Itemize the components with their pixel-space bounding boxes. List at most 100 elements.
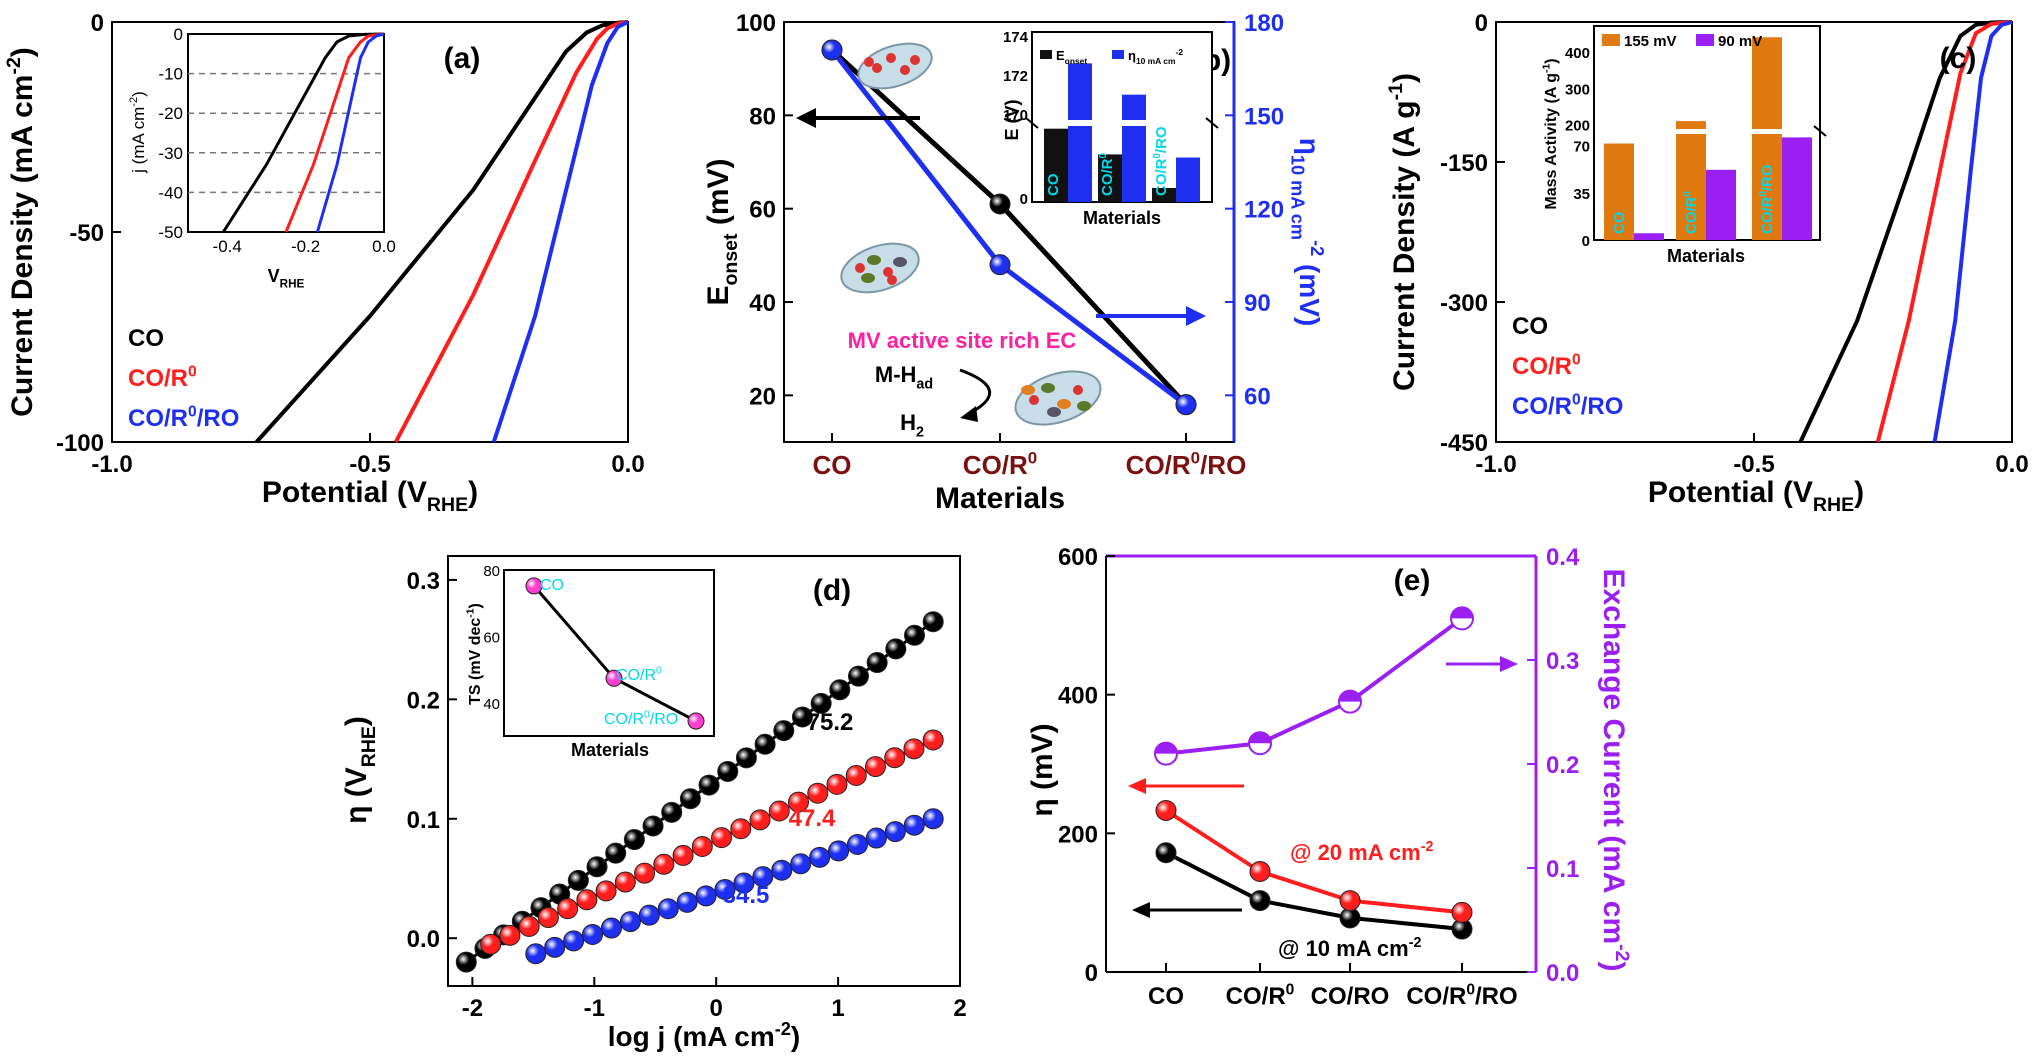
label-part: 0 — [1572, 351, 1581, 368]
inset-a-y-tick-label: -30 — [158, 144, 183, 163]
point-d-0 — [623, 829, 645, 851]
label-part: 10 mA cm — [1288, 155, 1308, 240]
label-part: /RO — [1475, 983, 1518, 1010]
x-tick-label-c: -0.5 — [1733, 451, 1774, 478]
point-d-0 — [586, 856, 608, 878]
scheme-h2-label: H2 — [900, 410, 924, 441]
y-tick-label-a: 0 — [91, 10, 104, 37]
panel-label-d: (d) — [813, 574, 851, 607]
point-e-10-0 — [1155, 842, 1177, 864]
annotation-b: MV active site rich EC — [848, 328, 1077, 353]
inset-b-y-title: E (V) — [1002, 99, 1022, 140]
inset-a-y-tick-label: -40 — [158, 183, 183, 202]
point-d-1 — [480, 933, 502, 955]
inset-b-legend-0: Eonset — [1056, 48, 1087, 66]
particle-cor0ro-dot — [1041, 383, 1055, 393]
slope-label-d-1: 47.4 — [789, 805, 836, 832]
label-part: CO — [1045, 173, 1062, 196]
inset-b-tick-label: 172 — [1003, 68, 1028, 85]
point-d-1 — [768, 800, 790, 822]
point-d-2 — [638, 904, 660, 926]
label-part: -2 — [775, 1019, 791, 1039]
arrow-head-left-b — [796, 108, 816, 128]
inset-b-bar-eonset — [1044, 128, 1068, 202]
point-d-1 — [518, 915, 540, 937]
point-d-1 — [922, 729, 944, 751]
label-part: η — [1128, 48, 1136, 63]
slope-label-d-0: 75.2 — [807, 709, 854, 736]
inset-d-point-label-1: CO/R0 — [616, 666, 662, 684]
point-d-0 — [754, 733, 776, 755]
particle-cor0ro-dot — [1077, 401, 1091, 411]
x-axis-title-c: Potential (VRHE) — [1648, 476, 1864, 516]
label-part: -1 — [466, 608, 477, 617]
legend-c-1: CO/R0 — [1512, 351, 1581, 380]
inset-c-break-mark — [1813, 125, 1827, 137]
point-d-0 — [791, 706, 813, 728]
label-part: 0 — [1682, 191, 1693, 197]
point-d-1 — [576, 889, 598, 911]
label-part: CO/R — [604, 711, 644, 728]
scheme-mh-label: M-Had — [875, 362, 933, 393]
particle-cor0-dot — [855, 263, 865, 273]
inset-c-legend-1: 90 mV — [1718, 33, 1762, 50]
arrow-e-red-head — [1128, 778, 1146, 794]
label-part: RHE — [1813, 494, 1854, 516]
x-tick-label-a: -0.5 — [349, 451, 390, 478]
series-e-exchange — [1165, 616, 1464, 756]
x-tick-label-d: 2 — [953, 995, 966, 1022]
point-d-0 — [735, 747, 757, 769]
label-part: Current Density (A g — [1388, 100, 1421, 391]
scheme-arrow-head — [960, 406, 978, 422]
particle-cor0ro — [1014, 370, 1102, 426]
label-part: 0 — [1191, 449, 1200, 468]
inset-b-legend-swatch — [1040, 50, 1052, 59]
point-d-2 — [790, 853, 812, 875]
label-part: ) — [1543, 58, 1560, 63]
point-d-2 — [676, 891, 698, 913]
point-d-1 — [749, 809, 771, 831]
point-d-2 — [828, 840, 850, 862]
label-part: -2 — [1611, 944, 1633, 961]
label-part: /RO — [1581, 393, 1624, 420]
label-part: 0 — [1572, 391, 1581, 408]
inset-d-tick-label: 80 — [483, 563, 500, 580]
inset-a-y-tick-label: -20 — [158, 104, 183, 123]
point-d-2 — [563, 930, 585, 952]
y-tick-label-b: 40 — [749, 290, 776, 317]
point-d-2 — [922, 808, 944, 830]
label-part: 0 — [1758, 191, 1769, 197]
inset-b-tick-label: 174 — [1003, 29, 1029, 46]
y-axis-title-a: Current Density (mA cm-2) — [3, 47, 39, 417]
point-d-0 — [661, 801, 683, 823]
inset-b-bar-eta — [1122, 94, 1146, 202]
label-part: /RO — [1759, 164, 1776, 191]
inset-a-x-tick-label: -0.4 — [213, 237, 242, 256]
label-part: η (V — [340, 767, 373, 824]
point-d-2 — [752, 866, 774, 888]
label-part: CO/R — [616, 667, 656, 684]
inset-c-tick-label: 400 — [1565, 45, 1590, 62]
label-part: RHE — [427, 494, 468, 516]
point-e-exchange-half — [1451, 607, 1473, 619]
particle-cor0-dot — [867, 255, 881, 265]
label-part: Current Density (mA cm — [6, 75, 39, 417]
y2-axis-title-b: η10 mA cm-2 (mV) — [1288, 138, 1328, 327]
inset-a-frame — [187, 33, 385, 233]
label-part: -2 — [1176, 47, 1184, 57]
particle-cor0-dot — [893, 257, 907, 267]
panel-label-a: (a) — [444, 42, 481, 75]
inset-b-legend-1: η10 mA cm-2 — [1128, 47, 1183, 66]
point-d-0 — [922, 611, 944, 633]
point-d-1 — [884, 747, 906, 769]
point-d-2 — [695, 885, 717, 907]
panel-label-e: (e) — [1394, 564, 1431, 597]
point-d-0 — [810, 692, 832, 714]
inset-c-bar-label-0: CO — [1611, 211, 1628, 234]
point-d-2 — [525, 943, 547, 965]
point-d-0 — [698, 774, 720, 796]
inset-b-tick-label: 170 — [1003, 107, 1028, 124]
y2-tick-label-b: 90 — [1244, 290, 1271, 317]
label-part: H — [900, 410, 916, 435]
